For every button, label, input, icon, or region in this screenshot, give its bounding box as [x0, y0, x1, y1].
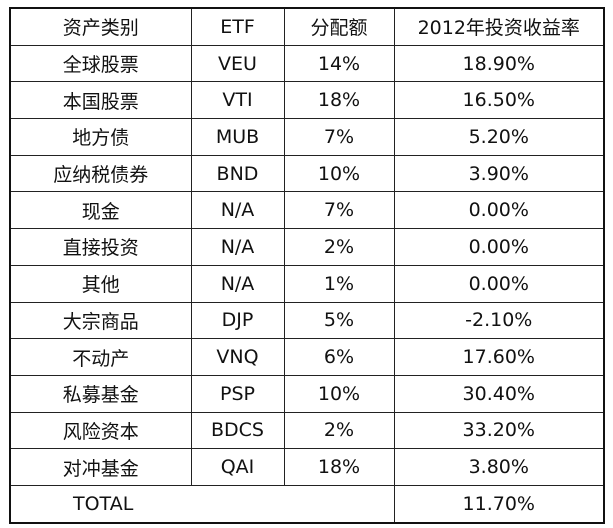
- cell: 不动产: [9, 338, 192, 376]
- cell: DJP: [190, 301, 285, 340]
- cell: 33.20%: [393, 411, 605, 450]
- data-row: 其他 N/A 1% 0.00%: [9, 264, 605, 303]
- cell: 3.90%: [393, 154, 605, 193]
- cell: 5.20%: [393, 118, 605, 156]
- data-row: 地方债 MUB 7% 5.20%: [9, 118, 605, 156]
- cell: 18.90%: [393, 44, 605, 83]
- cell: MUB: [190, 118, 285, 156]
- cell: 0.00%: [393, 191, 605, 230]
- cell: 0.00%: [393, 228, 605, 266]
- cell: 30.40%: [393, 374, 605, 413]
- header-cell: ETF: [190, 7, 285, 46]
- cell: 对冲基金: [9, 448, 192, 486]
- cell: PSP: [190, 374, 285, 413]
- data-row: 不动产 VNQ 6% 17.60%: [9, 338, 605, 376]
- cell: 16.50%: [393, 81, 605, 120]
- cell: VEU: [190, 44, 285, 83]
- cell: VNQ: [190, 338, 285, 376]
- cell: 5%: [283, 301, 395, 340]
- cell: 10%: [283, 154, 395, 193]
- data-row: 私募基金 PSP 10% 30.40%: [9, 374, 605, 413]
- cell: 直接投资: [9, 228, 192, 266]
- header-cell: 资产类别: [9, 7, 192, 46]
- data-row: 全球股票 VEU 14% 18.90%: [9, 44, 605, 83]
- cell: 现金: [9, 191, 192, 230]
- cell: 18%: [283, 81, 395, 120]
- data-row: 大宗商品 DJP 5% -2.10%: [9, 301, 605, 340]
- cell: 10%: [283, 374, 395, 413]
- cell: 私募基金: [9, 374, 192, 413]
- header-row: 资产类别 ETF 分配额 2012年投资收益率: [9, 7, 605, 46]
- total-row: TOTAL 11.70%: [9, 484, 605, 524]
- cell: 风险资本: [9, 411, 192, 450]
- returns-table: 资产类别 ETF 分配额 2012年投资收益率 全球股票 VEU 14% 18.90% 本国股票…: [9, 7, 605, 524]
- cell: 地方债: [9, 118, 192, 156]
- data-row: 应纳税债券 BND 10% 3.90%: [9, 154, 605, 193]
- cell: 17.60%: [393, 338, 605, 376]
- data-row: 本国股票 VTI 18% 16.50%: [9, 81, 605, 120]
- cell: VTI: [190, 81, 285, 120]
- data-row: 对冲基金 QAI 18% 3.80%: [9, 448, 605, 486]
- cell: -2.10%: [393, 301, 605, 340]
- cell: QAI: [190, 448, 285, 486]
- data-row: 现金 N/A 7% 0.00%: [9, 191, 605, 230]
- cell: 6%: [283, 338, 395, 376]
- cell: 1%: [283, 264, 395, 303]
- cell: BND: [190, 154, 285, 193]
- cell: BDCS: [190, 411, 285, 450]
- header-cell: 分配额: [283, 7, 395, 46]
- cell: 0.00%: [393, 264, 605, 303]
- cell: 18%: [283, 448, 395, 486]
- cell: 7%: [283, 118, 395, 156]
- cell: N/A: [190, 228, 285, 266]
- cell: 全球股票: [9, 44, 192, 83]
- cell: 应纳税债券: [9, 154, 192, 193]
- cell: N/A: [190, 264, 285, 303]
- cell: 大宗商品: [9, 301, 192, 340]
- data-row: 直接投资 N/A 2% 0.00%: [9, 228, 605, 266]
- data-row: 风险资本 BDCS 2% 33.20%: [9, 411, 605, 450]
- cell: 14%: [283, 44, 395, 83]
- header-cell: 2012年投资收益率: [393, 7, 605, 46]
- cell: 其他: [9, 264, 192, 303]
- cell: 2%: [283, 228, 395, 266]
- total-value: 11.70%: [393, 484, 605, 524]
- cell: 3.80%: [393, 448, 605, 486]
- cell: 本国股票: [9, 81, 192, 120]
- cell: 7%: [283, 191, 395, 230]
- total-label: TOTAL: [9, 484, 395, 524]
- cell: N/A: [190, 191, 285, 230]
- cell: 2%: [283, 411, 395, 450]
